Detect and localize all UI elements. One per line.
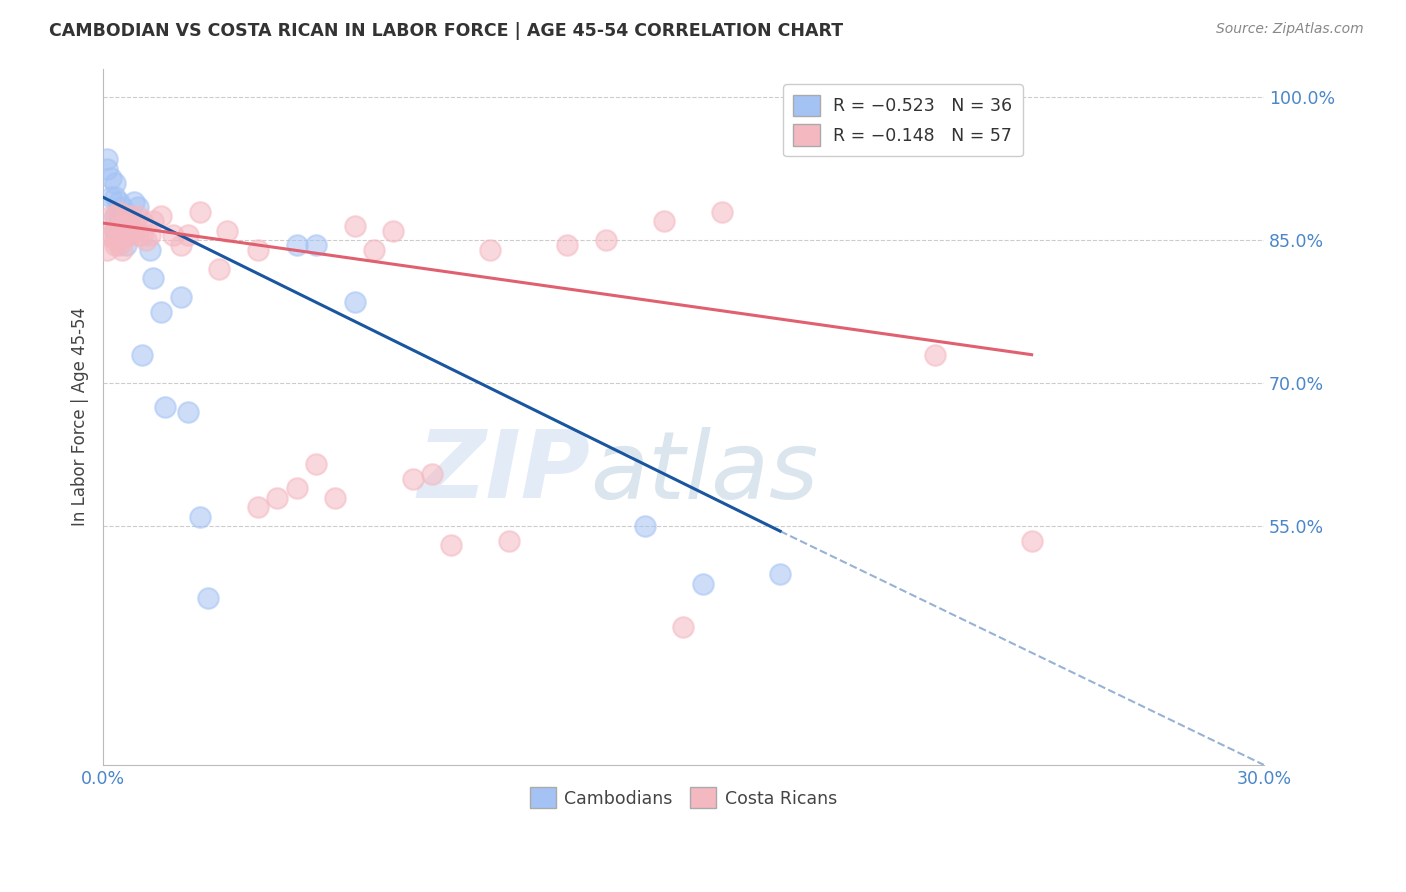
Point (692, 576, 714, 591)
Point (122, 214, 145, 228)
Point (115, 238, 138, 252)
Point (420, 467, 443, 481)
Point (127, 210, 149, 224)
Point (96, 228, 118, 243)
Point (115, 210, 138, 224)
Point (138, 243, 160, 257)
Point (96, 152, 118, 166)
Point (107, 238, 129, 252)
Point (104, 224, 127, 238)
Point (107, 228, 129, 243)
Point (96, 243, 118, 257)
Point (104, 176, 127, 190)
Y-axis label: In Labor Force | Age 45-54: In Labor Force | Age 45-54 (72, 307, 89, 526)
Point (107, 204, 129, 219)
Point (169, 238, 191, 252)
Point (1021, 533, 1043, 548)
Point (769, 567, 792, 582)
Point (104, 190, 127, 204)
Point (100, 210, 122, 224)
Point (634, 519, 657, 533)
Point (111, 214, 134, 228)
Text: atlas: atlas (591, 427, 818, 518)
Point (122, 195, 145, 210)
Point (120, 224, 142, 238)
Point (138, 228, 160, 243)
Point (150, 305, 173, 319)
Point (120, 210, 142, 224)
Point (104, 238, 127, 252)
Point (107, 224, 129, 238)
Text: CAMBODIAN VS COSTA RICAN IN LABOR FORCE | AGE 45-54 CORRELATION CHART: CAMBODIAN VS COSTA RICAN IN LABOR FORCE … (49, 22, 844, 40)
Point (104, 210, 127, 224)
Point (323, 491, 346, 505)
Point (107, 195, 129, 210)
Point (115, 210, 138, 224)
Text: ZIP: ZIP (418, 426, 591, 518)
Point (197, 591, 219, 605)
Point (107, 219, 129, 233)
Point (127, 228, 149, 243)
Point (120, 210, 142, 224)
Point (122, 224, 145, 238)
Point (131, 348, 153, 362)
Point (440, 539, 463, 553)
Point (111, 243, 134, 257)
Point (177, 405, 200, 419)
Point (169, 290, 191, 304)
Point (246, 500, 269, 515)
Point (215, 224, 238, 238)
Point (96, 161, 118, 176)
Point (305, 238, 328, 252)
Point (115, 228, 138, 243)
Point (111, 228, 134, 243)
Point (711, 204, 734, 219)
Point (557, 238, 579, 252)
Point (111, 219, 134, 233)
Point (104, 224, 127, 238)
Point (363, 243, 385, 257)
Point (924, 348, 946, 362)
Point (127, 200, 149, 214)
Point (142, 214, 165, 228)
Point (479, 243, 502, 257)
Point (208, 261, 231, 276)
Point (266, 491, 288, 505)
Point (177, 228, 200, 243)
Text: Source: ZipAtlas.com: Source: ZipAtlas.com (1216, 22, 1364, 37)
Point (100, 171, 122, 186)
Point (498, 533, 520, 548)
Point (188, 509, 211, 524)
Point (285, 238, 308, 252)
Point (343, 219, 366, 233)
Point (285, 481, 308, 495)
Point (652, 214, 675, 228)
Legend: Cambodians, Costa Ricans: Cambodians, Costa Ricans (523, 780, 844, 815)
Point (131, 228, 153, 243)
Point (142, 271, 165, 285)
Point (120, 228, 142, 243)
Point (246, 243, 269, 257)
Point (104, 233, 127, 247)
Point (135, 233, 157, 247)
Point (115, 224, 138, 238)
Point (153, 400, 176, 414)
Point (100, 228, 122, 243)
Point (188, 204, 211, 219)
Point (111, 200, 134, 214)
Point (111, 210, 134, 224)
Point (401, 472, 423, 486)
Point (107, 210, 129, 224)
Point (162, 228, 184, 243)
Point (595, 233, 617, 247)
Point (382, 224, 405, 238)
Point (343, 295, 366, 310)
Point (305, 458, 328, 472)
Point (115, 224, 138, 238)
Point (150, 210, 173, 224)
Point (131, 214, 153, 228)
Point (104, 210, 127, 224)
Point (100, 190, 122, 204)
Point (672, 619, 695, 633)
